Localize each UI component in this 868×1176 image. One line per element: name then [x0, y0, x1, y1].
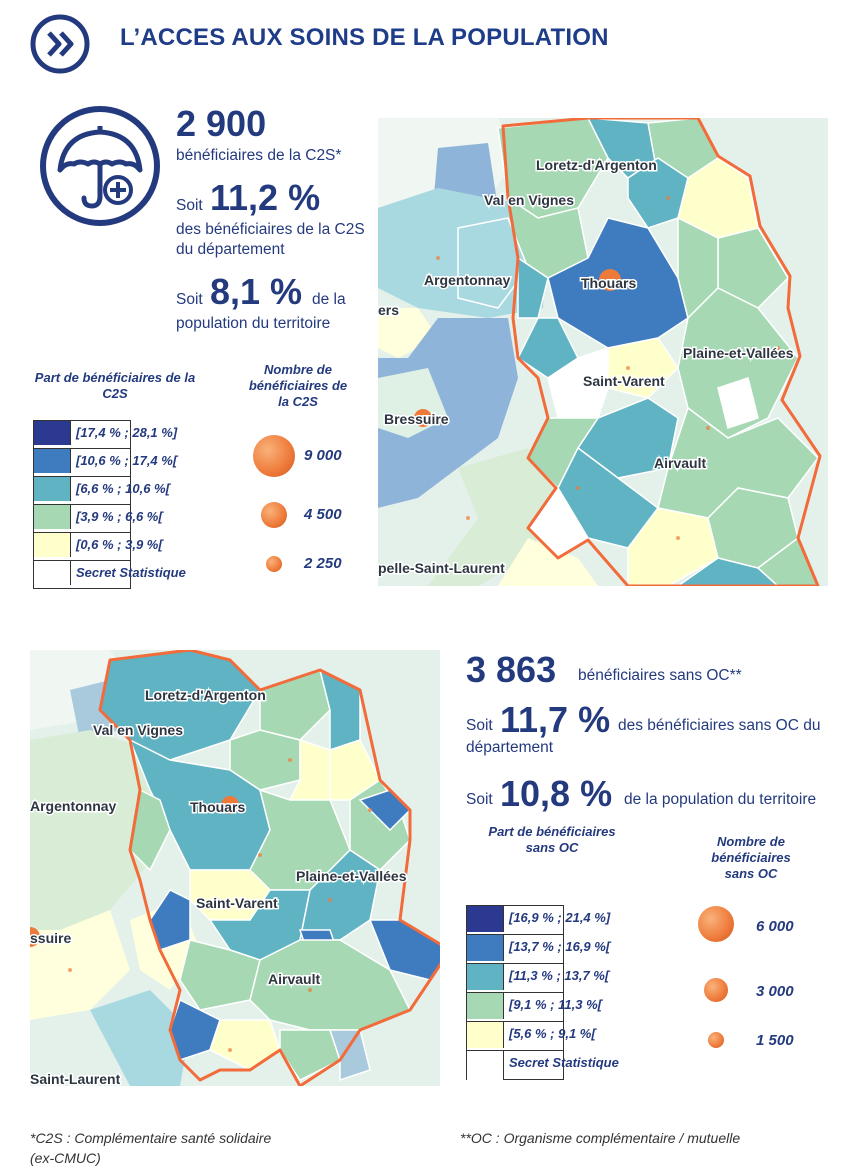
- legend-oc-label: [16,9 % ; 21,4 %]: [509, 910, 611, 925]
- oc-pct-pop-text: de la population du territoire: [624, 791, 817, 808]
- legend-c2s-label: [10,6 % ; 17,4 %[: [76, 453, 178, 468]
- map-oc-place: Airvault: [268, 971, 320, 987]
- oc-soit-1: Soit: [466, 717, 493, 734]
- legend-oc-bubble-large: [698, 906, 734, 942]
- map-c2s[interactable]: Loretz-d'Argenton Val en Vignes Argenton…: [377, 116, 828, 588]
- map-oc-place: Thouars: [190, 799, 245, 815]
- c2s-count-suffix: bénéficiaires de la C2S*: [176, 147, 342, 164]
- legend-oc-size-title: Nombre de bénéficiaires sans OC: [711, 834, 791, 881]
- legend-oc-size-label: 6 000: [756, 918, 794, 935]
- legend-c2s-bubble-medium: [261, 502, 287, 528]
- legend-oc-row: [9,1 % ; 11,3 %[: [467, 992, 602, 1019]
- legend-c2s-label: [6,6 % ; 10,6 %[: [76, 481, 170, 496]
- legend-c2s-bubble-small: [266, 556, 282, 572]
- legend-c2s-row: [10,6 % ; 17,4 %[: [34, 448, 177, 473]
- legend-oc-row: [5,6 % ; 9,1 %[: [467, 1021, 596, 1048]
- c2s-pct-dept: 11,2 %: [210, 177, 321, 218]
- legend-c2s-title: Part de bénéficiaires de la C2S: [34, 370, 196, 401]
- legend-c2s-row: [6,6 % ; 10,6 %[: [34, 476, 170, 501]
- c2s-pct-pop-text-b: population du territoire: [176, 315, 331, 332]
- map-c2s-place: Val en Vignes: [484, 192, 574, 208]
- oc-soit-2: Soit: [466, 791, 493, 808]
- legend-c2s-classes: [17,4 % ; 28,1 %] [10,6 % ; 17,4 %[ [6,6…: [33, 420, 186, 589]
- legend-oc-classes: [16,9 % ; 21,4 %] [13,7 % ; 16,9 %[ [11,…: [466, 905, 619, 1080]
- map-c2s-place: Argentonnay: [424, 272, 511, 288]
- legend-oc-row: [11,3 % ; 13,7 %[: [467, 963, 609, 990]
- map-oc-place: Val en Vignes: [93, 722, 183, 738]
- legend-oc-label: Secret Statistique: [509, 1055, 619, 1070]
- map-oc[interactable]: Loretz-d'Argenton Val en Vignes Argenton…: [20, 648, 452, 1089]
- map-oc-place: ssuire: [30, 930, 71, 946]
- legend-oc-bubble-small: [708, 1032, 724, 1048]
- legend-oc-row: [13,7 % ; 16,9 %[: [467, 934, 610, 961]
- legend-oc-bubble-medium: [704, 978, 728, 1002]
- legend-oc-size-label: 1 500: [756, 1032, 794, 1049]
- legend-oc-label: [9,1 % ; 11,3 %[: [509, 997, 602, 1012]
- legend-c2s-row: [17,4 % ; 28,1 %]: [34, 420, 177, 445]
- c2s-soit-1: Soit: [176, 197, 203, 214]
- c2s-pct-dept-text: des bénéficiaires de la C2S du départeme…: [176, 221, 365, 258]
- legend-c2s-label: Secret Statistique: [76, 565, 186, 580]
- legend-oc-title: Part de bénéficiaires sans OC: [488, 824, 616, 855]
- oc-pct-dept-text-a: des bénéficiaires sans OC du: [618, 717, 821, 734]
- footnote-oc: **OC : Organisme complémentaire / mutuel…: [460, 1130, 741, 1146]
- legend-c2s-label: [0,6 % ; 3,9 %[: [76, 537, 163, 552]
- legend-oc-label: [13,7 % ; 16,9 %[: [509, 939, 611, 954]
- oc-pct-dept-text-b: département: [466, 739, 554, 756]
- map-c2s-place: Bressuire: [384, 411, 449, 427]
- map-c2s-place: Airvault: [654, 455, 706, 471]
- legend-c2s-label: [17,4 % ; 28,1 %]: [76, 425, 178, 440]
- legend-oc-row: Secret Statistique: [467, 1050, 619, 1080]
- footnote-c2s-a: *C2S : Complémentaire santé solidaire: [30, 1130, 272, 1146]
- page-title: L’ACCES AUX SOINS DE LA POPULATION: [120, 24, 609, 51]
- legend-c2s-row: [0,6 % ; 3,9 %[: [34, 532, 163, 557]
- map-c2s-place: Saint-Varent: [583, 373, 665, 389]
- c2s-count: 2 900: [176, 103, 267, 144]
- map-oc-place: Argentonnay: [30, 798, 117, 814]
- oc-pct-dept: 11,7 %: [500, 699, 611, 740]
- header-chevron-icon: [28, 12, 92, 76]
- oc-count: 3 863: [466, 649, 557, 690]
- legend-oc-label: [11,3 % ; 13,7 %[: [509, 968, 610, 983]
- map-oc-place: Loretz-d'Argenton: [145, 687, 266, 703]
- legend-oc-size-label: 3 000: [756, 983, 794, 1000]
- map-oc-place: Saint-Laurent: [30, 1071, 121, 1086]
- legend-c2s-label: [3,9 % ; 6,6 %[: [76, 509, 163, 524]
- legend-c2s-size-title: Nombre de bénéficiaires de la C2S: [248, 362, 348, 409]
- umbrella-health-icon: [38, 104, 162, 228]
- map-c2s-place: Plaine-et-Vallées: [683, 345, 794, 361]
- legend-c2s-size-label: 2 250: [304, 555, 342, 572]
- legend-c2s-row: Secret Statistique: [34, 560, 186, 585]
- map-c2s-place: Loretz-d'Argenton: [536, 157, 657, 173]
- map-c2s-place: pelle-Saint-Laurent: [378, 560, 505, 576]
- map-c2s-place: Thouars: [581, 275, 636, 291]
- legend-c2s-size-label: 9 000: [304, 447, 342, 464]
- c2s-soit-2: Soit: [176, 291, 203, 308]
- oc-count-suffix: bénéficiaires sans OC**: [578, 667, 742, 684]
- footnote-c2s-b: (ex-CMUC): [30, 1150, 101, 1166]
- legend-c2s-bubble-large: [253, 435, 295, 477]
- oc-pct-pop: 10,8 %: [500, 773, 613, 814]
- legend-c2s-size-label: 4 500: [304, 506, 342, 523]
- legend-oc-row: [16,9 % ; 21,4 %]: [467, 905, 610, 932]
- map-oc-place: Plaine-et-Vallées: [296, 868, 407, 884]
- c2s-pct-pop: 8,1 %: [210, 271, 303, 312]
- map-c2s-place: ers: [378, 302, 399, 318]
- map-oc-place: Saint-Varent: [196, 895, 278, 911]
- legend-c2s-row: [3,9 % ; 6,6 %[: [34, 504, 163, 529]
- legend-oc-label: [5,6 % ; 9,1 %[: [509, 1026, 596, 1041]
- c2s-pct-pop-text-a: de la: [312, 291, 346, 308]
